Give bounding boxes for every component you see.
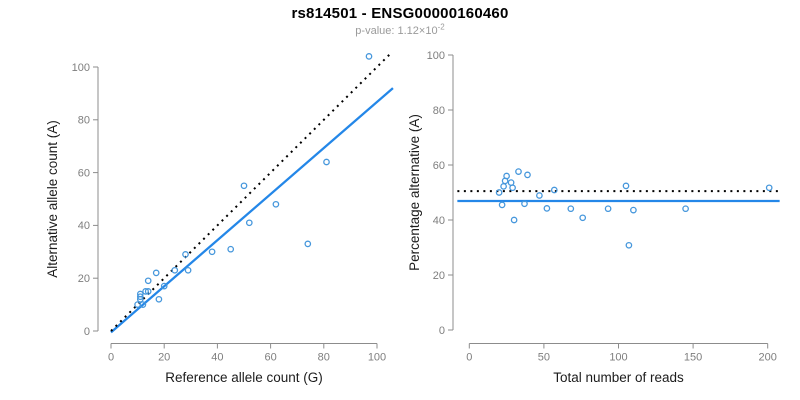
- data-point: [304, 240, 312, 248]
- data-point: [625, 241, 633, 249]
- allele-counts-panel: 0 20 40 60 80 100 0 20 40 60 80 100 Reference allele…: [45, 53, 394, 385]
- data-point: [503, 172, 510, 180]
- x-tick-label: 50: [538, 352, 550, 364]
- data-point: [136, 293, 144, 301]
- data-point: [509, 184, 516, 192]
- y-tick-label: 0: [439, 325, 445, 337]
- data-point: [543, 205, 551, 212]
- x-tick-label: 0: [466, 352, 472, 364]
- data-point: [622, 182, 630, 190]
- data-point: [208, 248, 216, 256]
- data-point: [630, 206, 637, 214]
- fit-line: [110, 87, 394, 334]
- data-point: [550, 186, 558, 194]
- x-axis-label: Total number of reads: [553, 370, 684, 385]
- figure-subtitle: p-value: 1.12×10-2: [0, 22, 800, 37]
- data-point: [136, 290, 144, 298]
- figure-title: rs814501 - ENSG00000160460: [291, 5, 509, 22]
- data-point: [182, 251, 189, 258]
- data-point: [510, 216, 518, 224]
- data-point: [524, 171, 531, 179]
- y-axis-label: Alternative allele count (A): [45, 120, 60, 278]
- data-point: [160, 282, 168, 290]
- x-axis-label: Reference allele count (G): [165, 370, 323, 385]
- data-point: [765, 184, 773, 192]
- x-tick-label: 150: [684, 352, 702, 364]
- data-point: [152, 269, 160, 277]
- data-point: [227, 245, 235, 253]
- data-point: [515, 168, 522, 175]
- pvalue-text: p-value: 1.12×10: [355, 25, 438, 37]
- data-point: [139, 301, 147, 308]
- x-tick-label: 100: [609, 352, 627, 364]
- data-point: [240, 182, 248, 190]
- y-tick-label: 60: [78, 167, 90, 179]
- y-tick-label: 60: [433, 160, 445, 172]
- y-tick-label: 100: [72, 62, 90, 74]
- data-point: [536, 192, 543, 199]
- data-point: [498, 201, 506, 209]
- data-point: [567, 205, 575, 213]
- y-tick-label: 80: [78, 115, 90, 127]
- data-point: [184, 266, 192, 274]
- data-point: [521, 200, 528, 208]
- x-tick-label: 100: [368, 352, 386, 364]
- percentage-alternative-panel: 0 50 100 150 200 0 20 40 60 80 100 Total number of …: [407, 50, 780, 385]
- y-tick-label: 0: [84, 326, 90, 338]
- data-point: [500, 183, 507, 190]
- pvalue-exponent: -2: [437, 22, 445, 32]
- data-point: [365, 53, 373, 60]
- data-point: [155, 295, 163, 303]
- data-point: [144, 277, 152, 285]
- data-point: [144, 288, 152, 295]
- x-tick-label: 20: [158, 352, 170, 364]
- x-tick-label: 60: [264, 352, 276, 364]
- data-point: [323, 158, 330, 166]
- y-axis-label: Percentage alternative (A): [407, 114, 422, 271]
- data-point: [171, 266, 179, 274]
- data-point: [245, 219, 253, 227]
- y-tick-label: 20: [78, 273, 90, 285]
- data-point: [142, 288, 149, 295]
- y-tick-label: 40: [78, 220, 90, 232]
- y-tick-label: 20: [433, 270, 445, 282]
- y-tick-label: 40: [433, 215, 445, 227]
- y-tick-label: 100: [427, 50, 445, 62]
- x-tick-label: 200: [759, 352, 777, 364]
- x-tick-label: 40: [211, 352, 223, 364]
- y-tick-label: 80: [433, 105, 445, 117]
- x-tick-label: 80: [318, 352, 330, 364]
- data-point: [604, 205, 612, 213]
- data-point: [579, 214, 587, 222]
- data-point: [272, 200, 280, 208]
- data-point: [495, 189, 503, 196]
- data-point: [682, 205, 689, 213]
- x-tick-label: 0: [108, 352, 114, 364]
- expected-line: [110, 53, 391, 332]
